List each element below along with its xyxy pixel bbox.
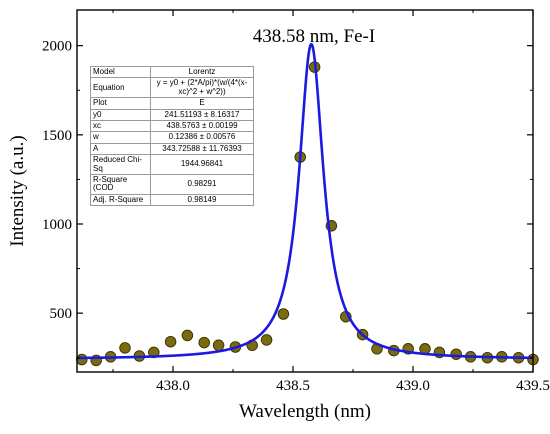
fit-table-label: w — [90, 131, 151, 144]
data-point — [198, 336, 210, 349]
x-tick-label: 439.0 — [396, 378, 430, 394]
fit-table-value: Lorentz — [150, 65, 254, 79]
data-point — [212, 339, 225, 352]
fit-table-value: 241.51193 ± 8.16317 — [150, 108, 254, 121]
data-point — [119, 342, 131, 354]
fit-table-label: Plot — [90, 97, 151, 110]
fit-table-row: xc 438.5763 ± 0.00199 — [90, 119, 254, 133]
data-point — [450, 348, 462, 360]
fit-table-row: Plot E — [90, 97, 254, 110]
y-tick-label: 1000 — [42, 217, 72, 233]
fit-table-row: Adj. R-Square 0.98149 — [90, 193, 254, 207]
fit-table-row: Equation y = y0 + (2*A/pi)*(w/(4*(x-xc)^2… — [90, 77, 254, 99]
fit-table-value: 0.98149 — [150, 193, 254, 207]
fit-table-row: Model Lorentz — [90, 65, 254, 79]
chart-title: 438.58 nm, Fe-I — [253, 26, 375, 47]
fit-table-value: 1944.96841 — [150, 154, 254, 175]
data-point — [164, 335, 177, 348]
fit-table-label: Adj. R-Square — [90, 193, 151, 207]
fit-table-row: w 0.12386 ± 0.00576 — [90, 131, 254, 144]
fit-table-value: 343.72588 ± 11.76393 — [150, 142, 254, 156]
plot-frame — [76, 9, 534, 373]
fit-table-value: E — [150, 97, 254, 110]
fit-table-label: Model — [90, 65, 151, 79]
data-point — [260, 334, 273, 346]
fit-table-label: A — [90, 142, 151, 156]
fit-table-value: y = y0 + (2*A/pi)*(w/(4*(x-xc)^2 + w^2)) — [150, 77, 254, 99]
lorentz-fit-curve — [76, 42, 534, 360]
fit-table-label: xc — [90, 119, 151, 133]
data-layer — [76, 42, 539, 367]
fit-table-value: 0.98291 — [150, 173, 254, 195]
x-tick-label: 438.5 — [276, 378, 310, 394]
fit-table-label: Reduced Chi-Sq — [90, 154, 151, 175]
x-tick-label: 439.5 — [516, 378, 550, 394]
x-axis-title: Wavelength (nm) — [239, 401, 371, 422]
fit-table-body: Model Lorentz Equation y = y0 + (2*A/pi)*(w… — [90, 65, 254, 207]
fit-parameters-table: Model Lorentz Equation y = y0 + (2*A/pi)*(w… — [90, 65, 254, 207]
axis-layer: 438.0 438.5 439.0 439.5 500 1000 1500 2000 — [42, 10, 550, 394]
data-point — [76, 353, 88, 366]
fit-table-row: y0 241.51193 ± 8.16317 — [90, 108, 254, 121]
y-tick-label: 2000 — [42, 39, 72, 55]
data-point — [277, 308, 290, 320]
y-tick-label: 1500 — [42, 128, 72, 144]
fit-table-label: R-Square (COD — [90, 173, 151, 195]
fit-table-label: Equation — [90, 77, 151, 99]
fit-table-row: A 343.72588 ± 11.76393 — [90, 142, 254, 156]
fit-table-row: R-Square (COD 0.98291 — [90, 173, 254, 195]
y-axis-title: Intensity (a.u.) — [7, 135, 28, 246]
data-point — [181, 329, 194, 342]
fit-table-label: y0 — [90, 108, 151, 121]
x-tick-label: 438.0 — [156, 378, 190, 394]
fit-table-value: 438.5763 ± 0.00199 — [150, 119, 254, 133]
fit-table-row: Reduced Chi-Sq 1944.96841 — [90, 154, 254, 175]
y-tick-label: 500 — [50, 306, 73, 322]
fit-table-value: 0.12386 ± 0.00576 — [150, 131, 254, 144]
